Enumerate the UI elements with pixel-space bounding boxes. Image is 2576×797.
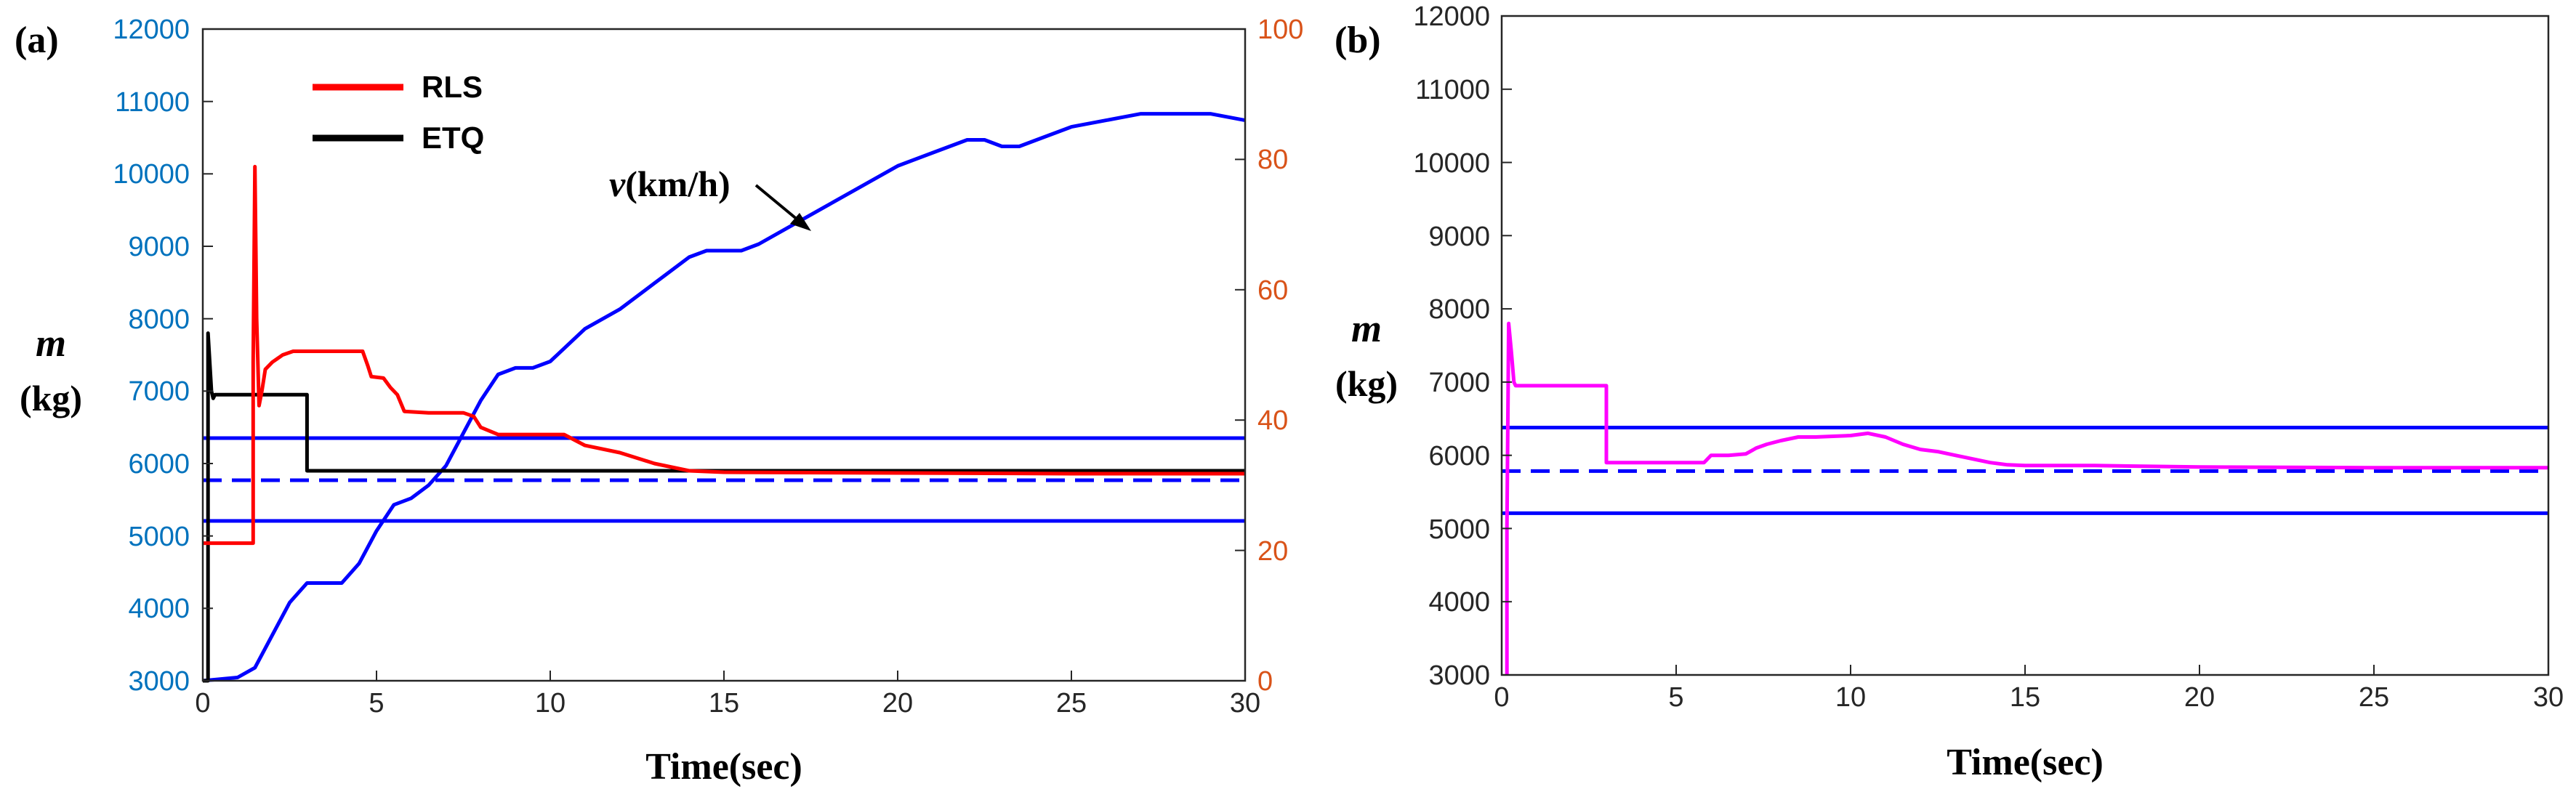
panel-a-xtick-label: 15 [709,688,739,719]
panel-a-xtick-label: 25 [1056,688,1087,719]
panel-b-ytick-label: 6000 [1428,441,1490,472]
panel-b-ytick-label: 11000 [1415,75,1490,105]
panel-a-left-y-ticks: 3000 4000 5000 6000 7000 8000 9000 10000… [113,15,213,697]
speed-annotation-arrow-shaft [754,184,800,222]
panel-a-ytick-label: 7000 [128,376,190,407]
panel-a-ytick-label: 6000 [128,449,190,480]
panel-b-xtick-label: 20 [2184,682,2215,713]
panel-b-ytick-label: 4000 [1428,587,1490,618]
panel-b-xtick-label: 15 [2010,682,2040,713]
panel-b-ytick-label: 12000 [1413,1,1490,32]
panel-a-legend: RLS ETQ [313,70,484,155]
speed-annotation-arrowhead [790,213,811,231]
panel-a-y2tick-label: 40 [1257,405,1288,436]
panel-a-y2tick-label: 80 [1257,145,1288,175]
panel-b-ylabel-var: m [1351,307,1382,350]
panel-a-plot-lines [202,112,1246,683]
panel-a-ytick-label: 9000 [128,232,190,262]
panel-b-ylabel-unit: (kg) [1335,363,1398,404]
panel-b-xtick-label: 10 [1835,682,1866,713]
panel-b-xtick-label: 0 [1494,682,1509,713]
panel-a-x-ticks: 0 5 10 15 20 25 30 [195,671,1260,719]
panel-a-xtick-label: 0 [195,688,210,719]
panel-a-ylabel-var: m [36,321,66,365]
panel-b-x-ticks: 0 5 10 15 20 25 30 [1494,665,2564,713]
panel-b-xtick-label: 5 [1668,682,1683,713]
panel-a-y2tick-label: 100 [1257,15,1303,45]
panel-b-ytick-label: 9000 [1428,222,1490,252]
speed-annotation: v(km/h) [609,163,811,231]
legend-etq-label: ETQ [422,121,484,155]
panel-a-ytick-label: 10000 [113,159,190,190]
panel-b-plot-lines [1502,321,2548,675]
panel-a-y2tick-label: 20 [1257,536,1288,567]
panel-a-etq-line [203,331,1245,683]
panel-a-y2tick-label: 60 [1257,275,1288,306]
panel-a-ytick-label: 3000 [128,666,190,697]
panel-a-rls-line [203,164,1245,546]
panel-a-ytick-label: 12000 [113,15,190,45]
panel-b-ytick-label: 8000 [1428,294,1490,325]
speed-annotation-unit: (km/h) [625,163,730,204]
panel-b-label: (b) [1335,20,1381,61]
panel-a-ytick-label: 5000 [128,522,190,552]
panel-b-ytick-label: 7000 [1428,368,1490,398]
panel-a-y2tick-label: 0 [1257,666,1273,697]
panel-b-xlabel: Time(sec) [1947,742,2104,783]
panel-b-ytick-label: 5000 [1428,514,1490,545]
speed-annotation-var: v [609,163,626,204]
panel-b-ylabel: m (kg) [1335,307,1398,404]
panel-a-label: (a) [15,20,59,61]
panel-a-xtick-label: 10 [535,688,565,719]
panel-b-estimate-line [1505,321,2548,675]
panel-b-xtick-label: 25 [2359,682,2389,713]
panel-a-ytick-label: 8000 [128,304,190,335]
panel-a-xtick-label: 20 [882,688,913,719]
panel-a-ylabel-unit: (kg) [20,378,82,418]
panel-b-ytick-label: 10000 [1413,148,1490,179]
legend-rls-label: RLS [422,70,483,104]
panel-a-xlabel: Time(sec) [645,746,802,788]
panel-a-ytick-label: 4000 [128,594,190,624]
panel-a-xtick-label: 5 [369,688,384,719]
svg-text:v(km/h): v(km/h) [609,163,730,204]
panel-b-y-ticks: 3000 4000 5000 6000 7000 8000 9000 10000… [1413,1,1512,691]
panel-a-ylabel: m (kg) [20,321,82,418]
panel-a-speed-line [202,112,1246,683]
panel-a-ytick-label: 11000 [115,87,190,118]
panel-b-ytick-label: 3000 [1428,660,1490,691]
panel-a-right-y-ticks: 0 20 40 60 80 100 [1235,15,1303,697]
panel-a-xtick-label: 30 [1230,688,1260,719]
panel-b-xtick-label: 30 [2533,682,2564,713]
panel-b: (b) m (kg) 0 5 10 15 20 25 30 [1335,1,2564,783]
panel-a: (a) m (kg) 0 5 10 15 20 25 [15,15,1303,788]
